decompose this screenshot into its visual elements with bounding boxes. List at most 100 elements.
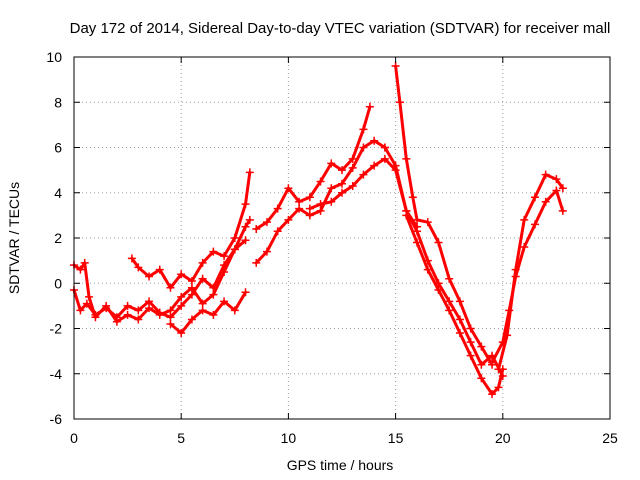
data-point (127, 254, 136, 263)
y-tick-label: 2 (54, 230, 62, 246)
data-point (177, 301, 186, 310)
data-point (284, 184, 293, 193)
data-point (305, 204, 314, 213)
series-arc-7 (305, 154, 422, 231)
data-point (520, 243, 529, 252)
data-point (423, 218, 432, 227)
data-point (338, 166, 346, 175)
data-point (402, 211, 411, 220)
series-trace (497, 173, 565, 371)
data-point (145, 272, 154, 281)
data-point (413, 215, 422, 224)
data-point (166, 319, 175, 328)
data-point (145, 304, 154, 313)
data-point (230, 245, 239, 254)
data-point (327, 197, 336, 206)
data-point (241, 288, 250, 297)
data-point (166, 313, 175, 322)
data-point (187, 290, 196, 299)
data-point (262, 218, 271, 227)
data-point (370, 161, 379, 170)
data-point (316, 200, 325, 209)
chart-title: Day 172 of 2014, Sidereal Day-to-day VTE… (70, 20, 611, 37)
data-point (187, 315, 196, 324)
data-point (262, 247, 271, 256)
data-point (408, 193, 417, 202)
data-point (166, 283, 175, 292)
y-tick-label: 0 (54, 275, 62, 291)
data-point (80, 258, 89, 267)
data-point (134, 306, 143, 315)
data-point (434, 238, 443, 247)
data-point (520, 215, 529, 224)
x-tick-label: 25 (602, 430, 618, 446)
data-point (305, 211, 314, 220)
data-point (348, 154, 357, 163)
data-point (413, 227, 422, 236)
data-point (558, 206, 567, 215)
data-point (284, 215, 293, 224)
data-point (391, 62, 400, 71)
data-point (155, 265, 164, 274)
data-point (380, 154, 389, 163)
y-tick-label: -2 (50, 321, 63, 337)
series-arc-3 (127, 168, 254, 292)
data-point (558, 184, 567, 193)
data-point (230, 234, 239, 242)
data-point (494, 383, 503, 392)
data-point (316, 206, 325, 215)
series-trace (394, 64, 494, 367)
data-point (445, 274, 454, 283)
data-point (395, 98, 404, 107)
data-point (338, 188, 346, 197)
data-point (359, 170, 368, 179)
data-point (348, 181, 357, 190)
x-tick-label: 20 (495, 430, 511, 446)
y-tick-label: 6 (54, 140, 62, 156)
data-point (552, 186, 561, 195)
series-arc-5 (252, 102, 374, 233)
data-point (82, 299, 91, 308)
data-point (155, 310, 164, 319)
data-point (477, 342, 486, 351)
y-tick-label: -4 (50, 366, 63, 382)
data-point (530, 220, 539, 229)
data-point (413, 238, 422, 247)
ticks: 0 5 10 15 20 25 -6 -4 -2 0 2 4 6 8 10 (46, 49, 618, 446)
data-point (198, 274, 207, 283)
data-point (370, 136, 379, 145)
y-tick-label: 4 (54, 185, 62, 201)
y-tick-label: 8 (54, 94, 62, 110)
data-point (245, 215, 254, 224)
data-point (455, 297, 464, 306)
data-point (198, 258, 207, 267)
data-point (241, 236, 250, 245)
data-point (76, 306, 85, 315)
series-arc-6 (252, 136, 389, 267)
data-point (380, 143, 389, 152)
data-point (273, 204, 282, 213)
data-point (76, 265, 85, 274)
data-point (245, 168, 254, 177)
data-point (241, 200, 250, 209)
data-point (423, 265, 432, 274)
x-tick-label: 0 (70, 430, 78, 446)
data-point (488, 390, 497, 399)
data-point (145, 297, 154, 306)
data-point (348, 163, 357, 172)
series-trace (130, 170, 252, 290)
y-tick-label: -6 (50, 411, 63, 427)
data-point (252, 258, 261, 267)
data-point (466, 351, 475, 360)
data-point (530, 193, 539, 202)
data-point (220, 267, 229, 276)
data-point (295, 197, 304, 206)
data-point (365, 102, 374, 111)
data-point (209, 290, 218, 299)
data-point (134, 315, 143, 324)
data-point (177, 329, 186, 338)
data-point (327, 159, 336, 168)
data-point (305, 193, 314, 202)
data-point (327, 184, 336, 193)
